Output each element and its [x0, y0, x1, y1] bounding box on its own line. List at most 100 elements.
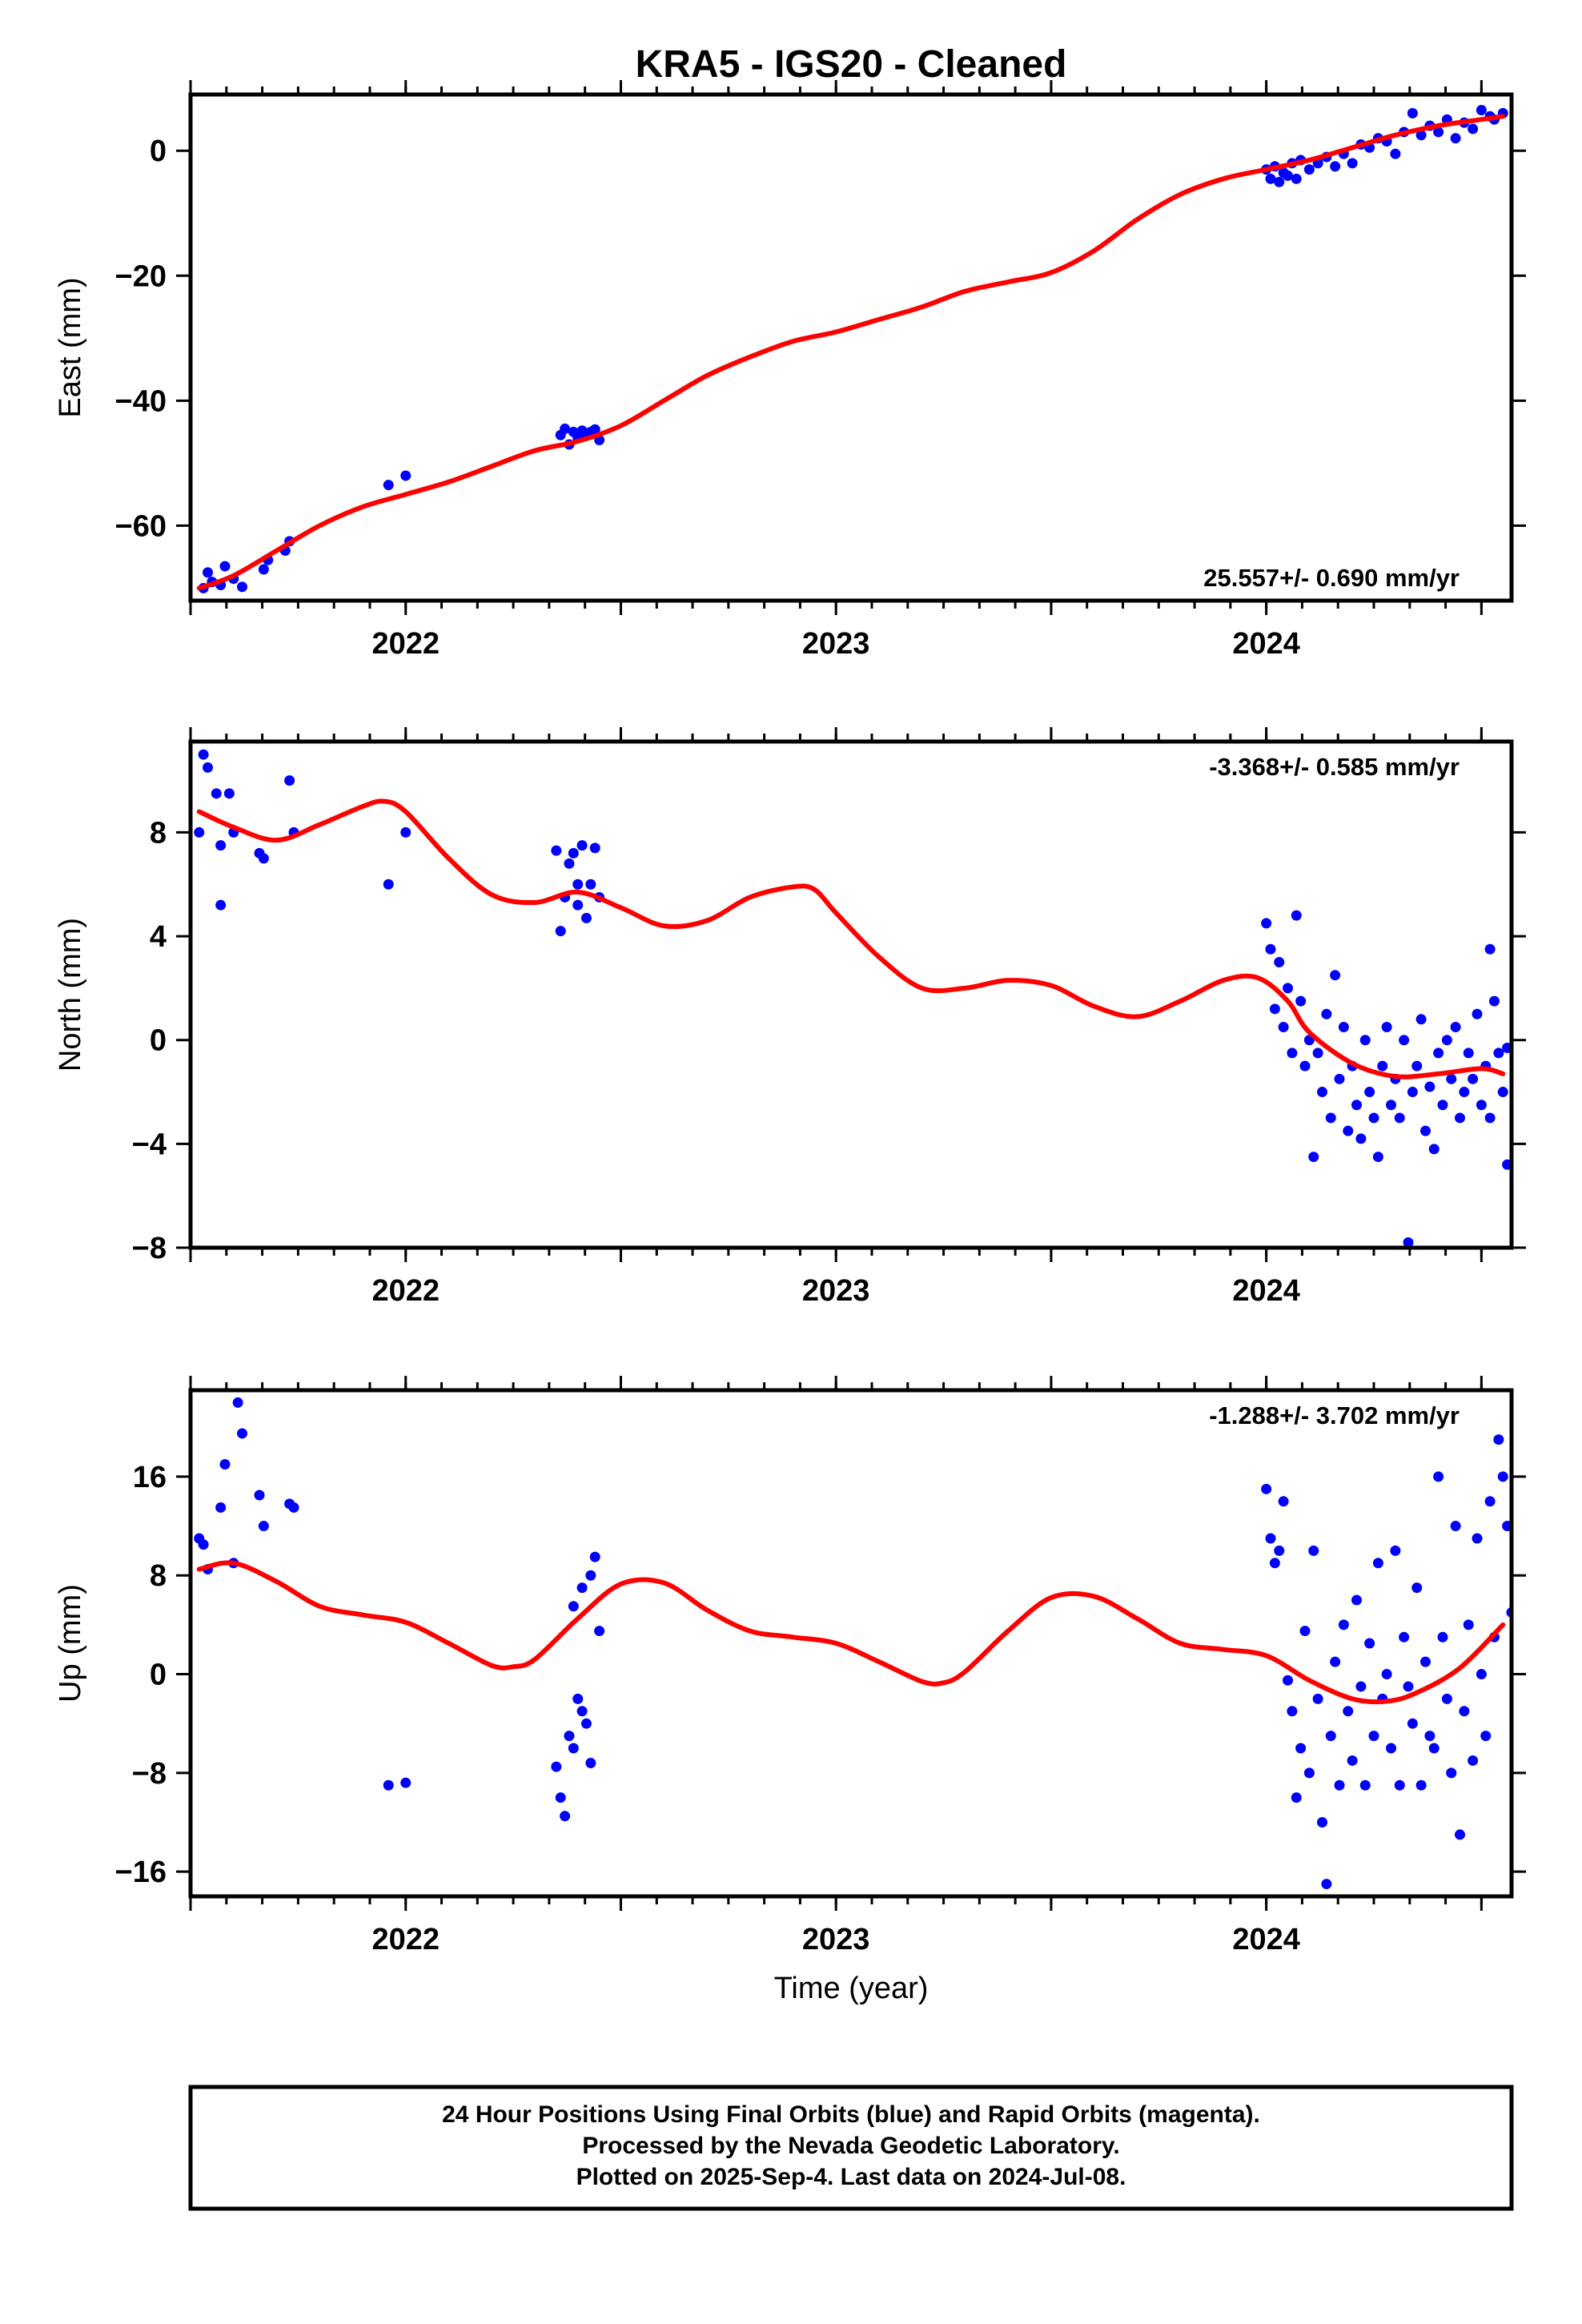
- north-data-point: [1386, 1100, 1397, 1111]
- up-data-point: [1347, 1755, 1358, 1766]
- east-data-point: [219, 561, 231, 572]
- east-x-tick-label: 2023: [802, 627, 870, 661]
- up-data-point: [1446, 1767, 1457, 1779]
- north-data-point: [1351, 1100, 1363, 1111]
- north-data-point: [1295, 995, 1307, 1007]
- up-frame: [188, 1388, 1514, 1899]
- east-rate-label: 25.557+/- 0.690 mm/yr: [1203, 564, 1460, 592]
- up-data-point: [1287, 1706, 1298, 1717]
- up-data-point: [1299, 1626, 1311, 1637]
- north-data-point: [1372, 1152, 1383, 1163]
- up-panel: 2022 2023 2024 −16 −8 0 8 16 Up (mm) -1.288+/- 3.…: [54, 1376, 1526, 1956]
- east-data-point: [1330, 161, 1341, 172]
- north-data-point: [1420, 1125, 1431, 1136]
- up-data-point: [1484, 1496, 1496, 1507]
- east-y-tick-label: 0: [150, 135, 167, 168]
- up-data-point: [1394, 1779, 1405, 1791]
- east-data-point: [1347, 158, 1358, 169]
- north-data-point: [1424, 1081, 1435, 1092]
- north-data-point: [1394, 1112, 1405, 1124]
- east-data-point: [400, 470, 412, 481]
- up-data-point: [572, 1693, 584, 1704]
- north-data-point: [1433, 1047, 1444, 1059]
- north-data-point: [1317, 1087, 1328, 1098]
- east-data-point: [202, 567, 213, 578]
- up-data-point: [560, 1811, 571, 1822]
- east-data-point: [258, 564, 269, 575]
- east-frame: [188, 92, 1514, 603]
- up-x-tick-label: 2023: [802, 1923, 870, 1956]
- north-data-point: [194, 826, 205, 838]
- north-data-point: [1381, 1022, 1392, 1033]
- north-data-point: [1411, 1060, 1423, 1072]
- up-data-point: [1459, 1706, 1470, 1717]
- up-data-point: [1291, 1792, 1302, 1803]
- north-data-point: [198, 749, 209, 760]
- up-data-point: [236, 1428, 247, 1439]
- east-data-point: [1265, 173, 1276, 184]
- north-data-point: [1455, 1112, 1466, 1124]
- up-data-point: [1433, 1471, 1444, 1482]
- up-data-point: [589, 1551, 600, 1562]
- up-data-point: [1450, 1521, 1461, 1532]
- north-data-point: [1463, 1047, 1474, 1059]
- north-data-point: [215, 840, 227, 851]
- east-data-point: [1450, 133, 1461, 144]
- east-data-point: [1390, 148, 1401, 159]
- up-data-point: [1278, 1496, 1289, 1507]
- up-data-point: [1455, 1829, 1466, 1840]
- north-data-point: [572, 879, 584, 890]
- north-plot-area: [194, 749, 1512, 1248]
- north-data-point: [1377, 1060, 1388, 1072]
- north-data-point: [1355, 1133, 1367, 1144]
- north-data-point: [1497, 1087, 1508, 1098]
- north-data-point: [580, 912, 592, 923]
- up-data-point: [1330, 1656, 1341, 1667]
- x-axis-label: Time (year): [774, 1972, 929, 2005]
- up-data-point: [1303, 1767, 1315, 1779]
- north-data-point: [1343, 1125, 1354, 1136]
- up-y-tick-label: 16: [133, 1461, 167, 1494]
- north-data-point: [1403, 1237, 1414, 1248]
- east-data-point: [1468, 123, 1479, 135]
- north-data-point: [223, 788, 235, 799]
- up-data-point: [1338, 1619, 1349, 1630]
- north-data-point: [1334, 1073, 1345, 1084]
- north-data-point: [1283, 983, 1294, 994]
- north-data-point: [568, 847, 579, 858]
- up-data-point: [1390, 1545, 1401, 1556]
- up-data-point: [1359, 1779, 1371, 1791]
- up-data-point: [1372, 1558, 1383, 1569]
- north-data-point: [1459, 1087, 1470, 1098]
- up-data-point: [585, 1570, 596, 1581]
- north-data-point: [1338, 1022, 1349, 1033]
- up-data-point: [1437, 1631, 1448, 1642]
- north-data-point: [1278, 1022, 1289, 1033]
- up-rate-label: -1.288+/- 3.702 mm/yr: [1209, 1401, 1460, 1429]
- east-data-point: [1476, 105, 1487, 116]
- north-data-point: [1437, 1100, 1448, 1111]
- north-data-point: [258, 853, 269, 864]
- up-data-point: [1325, 1731, 1336, 1742]
- up-data-point: [1368, 1731, 1379, 1742]
- north-data-point: [1299, 1060, 1311, 1072]
- up-data-point: [1480, 1731, 1492, 1742]
- north-data-point: [1450, 1022, 1461, 1033]
- north-data-point: [551, 845, 562, 856]
- north-x-tick-label: 2024: [1232, 1274, 1300, 1308]
- north-data-point: [400, 826, 412, 838]
- north-data-point: [284, 775, 295, 786]
- up-data-point: [1428, 1743, 1439, 1754]
- up-x-tick-label: 2024: [1232, 1923, 1300, 1956]
- east-data-point: [560, 423, 571, 434]
- north-y-tick-label: −8: [132, 1232, 167, 1265]
- north-data-point: [1274, 956, 1285, 967]
- up-data-point: [1441, 1693, 1452, 1704]
- north-x-tick-label: 2023: [802, 1274, 870, 1308]
- up-y-tick-label: −16: [115, 1856, 167, 1889]
- north-data-point: [1321, 1008, 1332, 1019]
- up-data-point: [1472, 1533, 1483, 1544]
- up-data-point: [1493, 1434, 1504, 1445]
- east-data-point: [589, 424, 600, 435]
